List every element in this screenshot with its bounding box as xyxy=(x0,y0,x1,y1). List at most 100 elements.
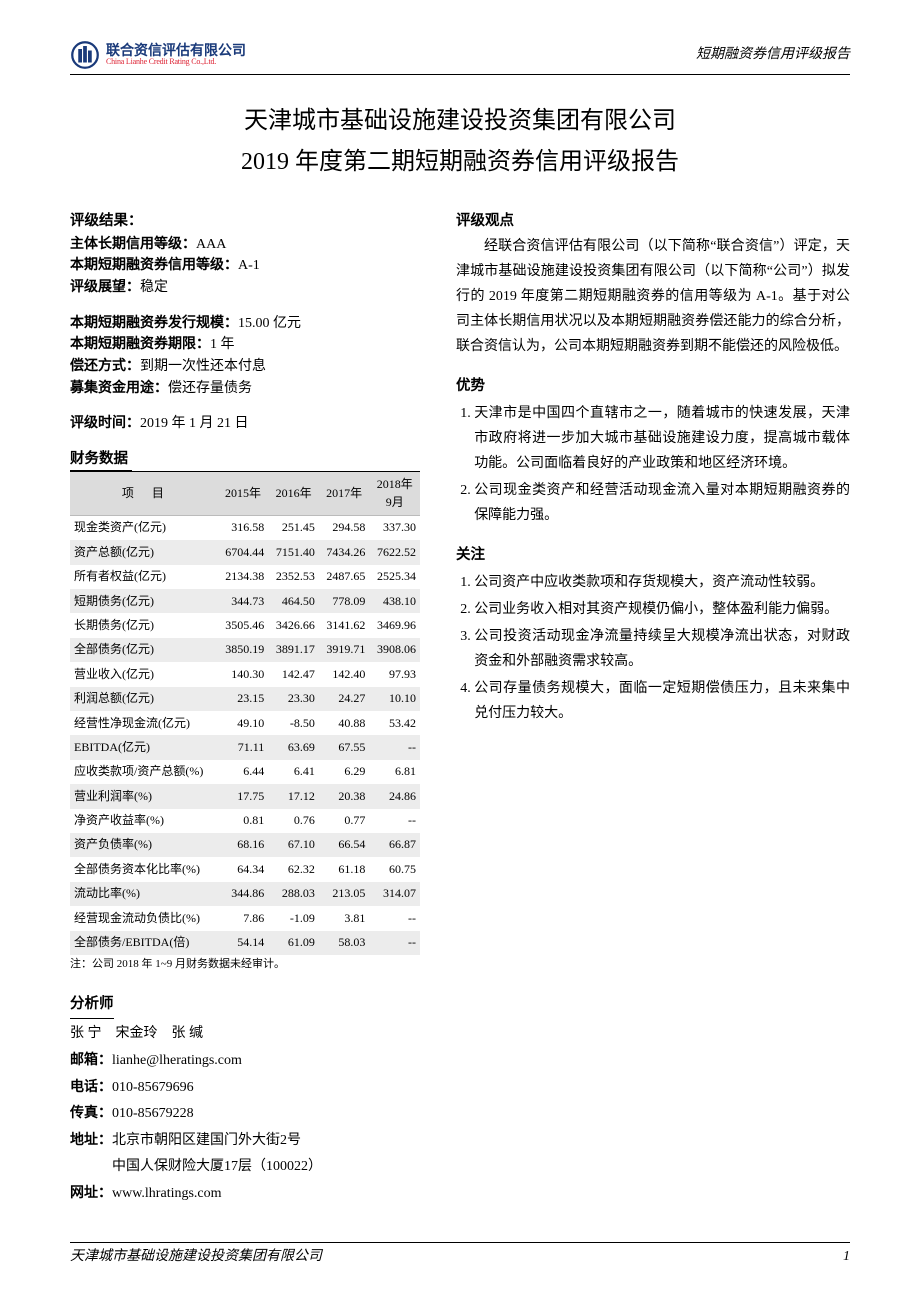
fin-cell: 337.30 xyxy=(369,515,420,540)
fin-cell: 23.30 xyxy=(268,687,319,711)
fin-cell: 213.05 xyxy=(319,882,370,906)
analyst-names: 张 宁 宋金玲 张 缄 xyxy=(70,1021,420,1048)
fin-cell: 2487.65 xyxy=(319,565,370,589)
fin-cell: 60.75 xyxy=(369,857,420,881)
fin-cell: 6.29 xyxy=(319,760,370,784)
fin-row: 短期债务(亿元)344.73464.50778.09438.10 xyxy=(70,589,420,613)
rating-line-1: 主体长期信用等级：AAA xyxy=(70,234,420,256)
fin-cell: 67.10 xyxy=(268,833,319,857)
concern-list: 公司资产中应收类款项和存货规模大，资产流动性较弱。公司业务收入相对其资产规模仍偏… xyxy=(456,570,850,727)
fin-row-label: 经营现金流动负债比(%) xyxy=(70,906,218,930)
footer-left: 天津城市基础设施建设投资集团有限公司 xyxy=(70,1247,322,1267)
advantage-item: 天津市是中国四个直辖市之一，随着城市的快速发展，天津市政府将进一步加大城市基础设… xyxy=(474,401,850,477)
fin-cell: 7151.40 xyxy=(268,540,319,564)
fin-row: 资产总额(亿元)6704.447151.407434.267622.52 xyxy=(70,540,420,564)
fin-cell: 7622.52 xyxy=(369,540,420,564)
opinion-para: 经联合资信评估有限公司（以下简称“联合资信”）评定，天津城市基础设施建设投资集团… xyxy=(456,234,850,360)
advantage-list: 天津市是中国四个直辖市之一，随着城市的快速发展，天津市政府将进一步加大城市基础设… xyxy=(456,401,850,529)
footer-page-number: 1 xyxy=(843,1247,850,1267)
fin-row-label: 所有者权益(亿元) xyxy=(70,565,218,589)
header-doc-type: 短期融资券信用评级报告 xyxy=(696,45,850,65)
fin-row-label: 资产负债率(%) xyxy=(70,833,218,857)
fin-cell: 2525.34 xyxy=(369,565,420,589)
fin-cell: 3141.62 xyxy=(319,613,370,637)
fin-row: 全部债务资本化比率(%)64.3462.3261.1860.75 xyxy=(70,857,420,881)
logo-block: 联合资信评估有限公司 China Lianhe Credit Rating Co… xyxy=(70,40,246,70)
fin-cell: -- xyxy=(369,931,420,955)
rating-line-3: 评级展望：稳定 xyxy=(70,277,420,299)
fin-cell: 53.42 xyxy=(369,711,420,735)
analyst-block: 分析师 张 宁 宋金玲 张 缄 邮箱：lianhe@lheratings.com… xyxy=(70,991,420,1208)
fin-cell: 344.73 xyxy=(218,589,269,613)
fin-row: 净资产收益率(%)0.810.760.77-- xyxy=(70,809,420,833)
concern-item: 公司业务收入相对其资产规模仍偏小，整体盈利能力偏弱。 xyxy=(474,597,850,622)
fin-cell: 288.03 xyxy=(268,882,319,906)
page-footer: 天津城市基础设施建设投资集团有限公司 1 xyxy=(70,1242,850,1267)
fin-col-4: 2018年9月 xyxy=(369,472,420,515)
fin-cell: 3469.96 xyxy=(369,613,420,637)
fin-cell: 464.50 xyxy=(268,589,319,613)
fin-cell: 6704.44 xyxy=(218,540,269,564)
fin-row-label: 现金类资产(亿元) xyxy=(70,515,218,540)
opinion-head: 评级观点 xyxy=(456,211,850,232)
fin-cell: 294.58 xyxy=(319,515,370,540)
fin-cell: 24.86 xyxy=(369,784,420,808)
concern-item: 公司存量债务规模大，面临一定短期偿债压力，且未来集中兑付压力较大。 xyxy=(474,676,850,726)
fin-cell: 0.76 xyxy=(268,809,319,833)
rating-result-head: 评级结果： xyxy=(70,211,420,232)
fin-cell: 0.77 xyxy=(319,809,370,833)
concern-item: 公司投资活动现金净流量持续呈大规模净流出状态，对财政资金和外部融资需求较高。 xyxy=(474,624,850,674)
fin-cell: 3919.71 xyxy=(319,638,370,662)
analyst-tel: 电话：010-85679696 xyxy=(70,1075,420,1102)
fin-cell: 3.81 xyxy=(319,906,370,930)
fin-row: 营业利润率(%)17.7517.1220.3824.86 xyxy=(70,784,420,808)
fin-cell: 68.16 xyxy=(218,833,269,857)
analyst-web: 网址：www.lhratings.com xyxy=(70,1181,420,1208)
fin-col-1: 2015年 xyxy=(218,472,269,515)
fin-cell: 23.15 xyxy=(218,687,269,711)
body-columns: 评级结果： 主体长期信用等级：AAA 本期短期融资券信用等级：A-1 评级展望：… xyxy=(70,211,850,1208)
advantage-head: 优势 xyxy=(456,376,850,397)
fin-col-2: 2016年 xyxy=(268,472,319,515)
fin-row-label: 营业收入(亿元) xyxy=(70,662,218,686)
financial-data-block: 财务数据 项目2015年2016年2017年2018年9月 现金类资产(亿元)3… xyxy=(70,449,420,973)
fin-row: 资产负债率(%)68.1667.1066.5466.87 xyxy=(70,833,420,857)
fin-row: 全部债务(亿元)3850.193891.173919.713908.06 xyxy=(70,638,420,662)
right-column: 评级观点 经联合资信评估有限公司（以下简称“联合资信”）评定，天津城市基础设施建… xyxy=(456,211,850,1208)
fin-row-label: EBITDA(亿元) xyxy=(70,735,218,759)
fin-cell: 6.81 xyxy=(369,760,420,784)
fin-cell: 6.41 xyxy=(268,760,319,784)
financial-table: 项目2015年2016年2017年2018年9月 现金类资产(亿元)316.58… xyxy=(70,472,420,955)
logo-cn: 联合资信评估有限公司 xyxy=(106,43,246,58)
left-column: 评级结果： 主体长期信用等级：AAA 本期短期融资券信用等级：A-1 评级展望：… xyxy=(70,211,420,1208)
fin-cell: 10.10 xyxy=(369,687,420,711)
fin-head: 财务数据 xyxy=(70,449,132,471)
issue-block: 本期短期融资券发行规模：15.00 亿元 本期短期融资券期限：1 年 偿还方式：… xyxy=(70,313,420,400)
fin-cell: 140.30 xyxy=(218,662,269,686)
advantage-item: 公司现金类资产和经营活动现金流入量对本期短期融资券的保障能力强。 xyxy=(474,478,850,528)
fin-row: 经营性净现金流(亿元)49.10-8.5040.8853.42 xyxy=(70,711,420,735)
fin-cell: 20.38 xyxy=(319,784,370,808)
fin-row: 利润总额(亿元)23.1523.3024.2710.10 xyxy=(70,687,420,711)
fin-cell: 3908.06 xyxy=(369,638,420,662)
fin-row-label: 全部债务(亿元) xyxy=(70,638,218,662)
fin-row: 经营现金流动负债比(%)7.86-1.093.81-- xyxy=(70,906,420,930)
fin-cell: -- xyxy=(369,735,420,759)
fin-cell: 71.11 xyxy=(218,735,269,759)
fin-cell: 7434.26 xyxy=(319,540,370,564)
fin-col-3: 2017年 xyxy=(319,472,370,515)
fin-cell: 3505.46 xyxy=(218,613,269,637)
fin-row-label: 全部债务资本化比率(%) xyxy=(70,857,218,881)
fin-cell: -- xyxy=(369,906,420,930)
logo-en: China Lianhe Credit Rating Co.,Ltd. xyxy=(106,58,246,67)
fin-cell: 251.45 xyxy=(268,515,319,540)
analyst-fax: 传真：010-85679228 xyxy=(70,1101,420,1128)
title-block: 天津城市基础设施建设投资集团有限公司 2019 年度第二期短期融资券信用评级报告 xyxy=(70,101,850,183)
fin-row: 长期债务(亿元)3505.463426.663141.623469.96 xyxy=(70,613,420,637)
fin-row-label: 应收类款项/资产总额(%) xyxy=(70,760,218,784)
fin-row-label: 流动比率(%) xyxy=(70,882,218,906)
fin-cell: 97.93 xyxy=(369,662,420,686)
fin-cell: 67.55 xyxy=(319,735,370,759)
fin-cell: 344.86 xyxy=(218,882,269,906)
fin-cell: 17.75 xyxy=(218,784,269,808)
